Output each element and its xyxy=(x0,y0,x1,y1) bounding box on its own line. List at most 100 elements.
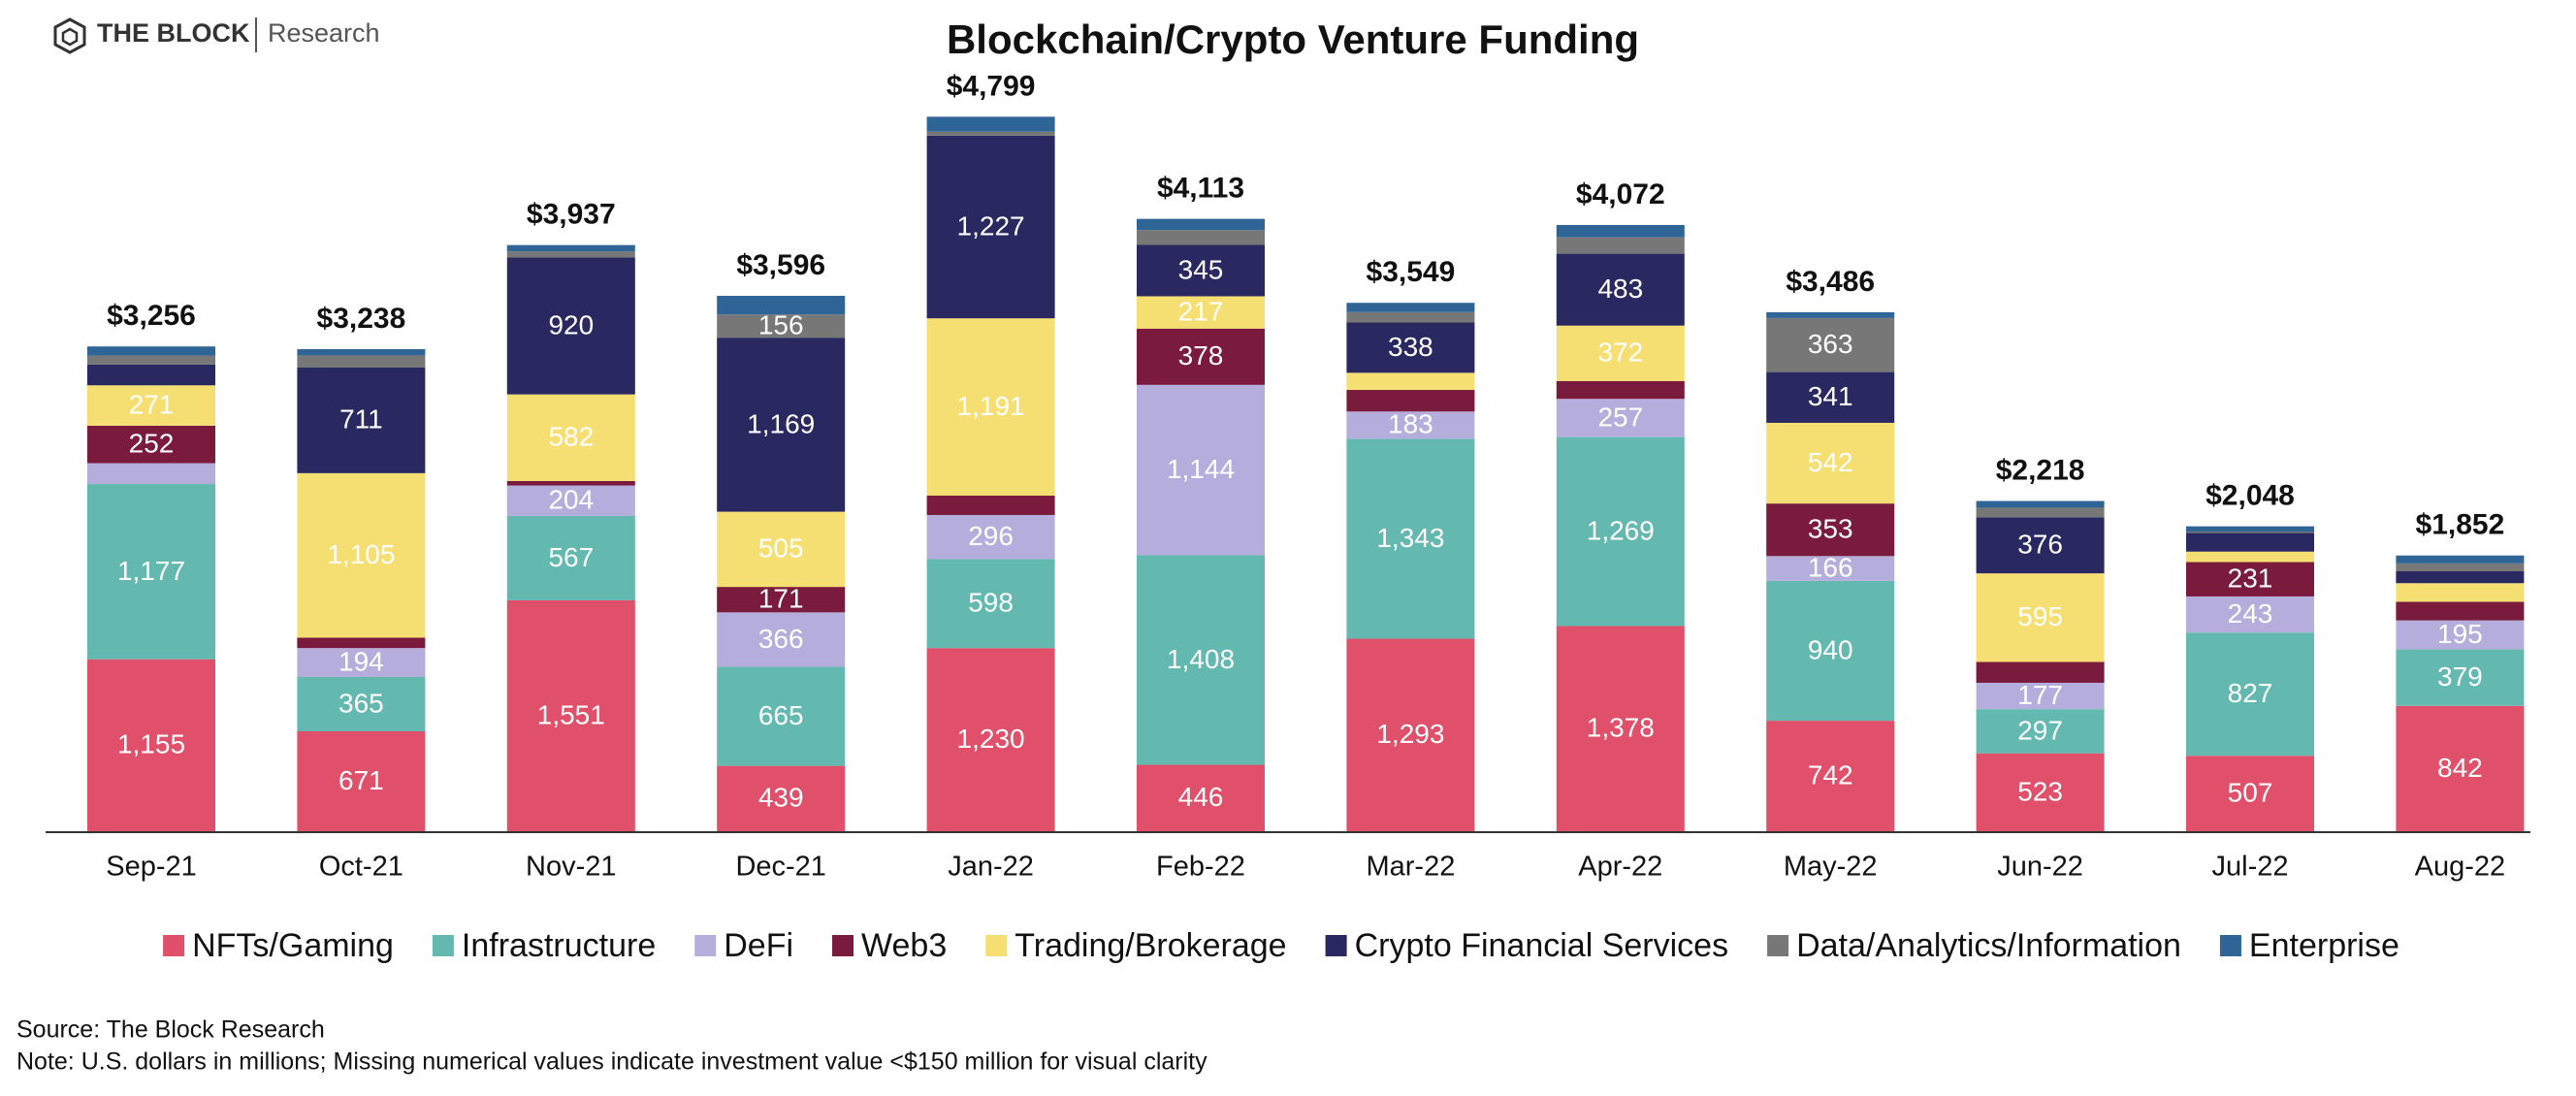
bar-segment xyxy=(297,731,426,831)
source: Source: The Block Research xyxy=(16,1016,325,1044)
bar-segment xyxy=(506,480,635,486)
segment-label: 183 xyxy=(1388,409,1433,439)
segment-label: 671 xyxy=(338,765,384,795)
bar-segment xyxy=(2396,649,2525,706)
bar-segment xyxy=(297,637,426,649)
segment-label: 1,293 xyxy=(1376,719,1444,749)
segment-label: 711 xyxy=(339,404,383,435)
bar-segment xyxy=(1346,303,1475,312)
segment-label: 523 xyxy=(2017,776,2063,806)
bar-segment xyxy=(1976,573,2105,662)
legend-label: Crypto Financial Services xyxy=(1355,927,1728,964)
bar-segment xyxy=(297,367,426,473)
segment-label: 341 xyxy=(1808,381,1853,411)
bar-segment xyxy=(87,484,215,660)
bar-segment xyxy=(1137,296,1265,329)
segment-label: 271 xyxy=(129,389,175,419)
bar-segment xyxy=(1976,507,2105,518)
legend-swatch xyxy=(2219,935,2241,956)
segment-label: 257 xyxy=(1597,402,1643,432)
chart-title: Blockchain/Crypto Venture Funding xyxy=(947,16,1639,62)
legend: NFTs/Gaming Infrastructure DeFi Web3 Trading… xyxy=(163,927,2399,964)
x-tick-label: Aug-22 xyxy=(2415,852,2506,883)
bar-segment xyxy=(1766,422,1895,504)
segment-label: 1,343 xyxy=(1376,523,1444,553)
brand-sub: Research xyxy=(268,18,380,48)
bar-segment xyxy=(1137,244,1265,297)
bar-segment xyxy=(1766,317,1895,372)
bar-segment xyxy=(2186,551,2314,563)
logo: THE BLOCK Research xyxy=(53,17,380,54)
bar-segment xyxy=(1766,556,1895,581)
bar-segment xyxy=(506,485,635,516)
bar-segment xyxy=(717,765,846,831)
bar-segment xyxy=(1556,626,1685,831)
bar-segment xyxy=(2186,596,2314,633)
bar-segment xyxy=(87,385,215,426)
bar-segment xyxy=(1976,682,2105,710)
segment-label: 296 xyxy=(968,521,1014,551)
total-label: $3,549 xyxy=(1367,256,1456,288)
segment-label: 171 xyxy=(758,584,804,614)
segment-label: 1,230 xyxy=(957,724,1025,754)
bar-segment xyxy=(506,257,635,395)
segment-label: 204 xyxy=(548,485,594,515)
bar-segment xyxy=(506,394,635,481)
segment-label: 363 xyxy=(1808,329,1853,359)
logo-icon xyxy=(53,17,86,54)
bar-segment xyxy=(297,648,426,677)
total-label: $3,486 xyxy=(1786,266,1875,298)
legend-label: DeFi xyxy=(724,927,793,964)
total-label: $4,072 xyxy=(1576,178,1665,210)
segment-label: 1,177 xyxy=(117,556,185,586)
segment-label: 166 xyxy=(1808,552,1853,582)
bar-segment xyxy=(2186,526,2314,532)
legend-label: Infrastructure xyxy=(462,927,656,964)
bar-segment xyxy=(297,472,426,638)
segment-label: 231 xyxy=(2228,564,2273,594)
legend-swatch xyxy=(1325,935,1347,956)
segment-label: 353 xyxy=(1808,514,1853,544)
bar-segment xyxy=(1346,390,1475,412)
bar-segment xyxy=(1976,753,2105,831)
bar-segment xyxy=(1137,555,1265,765)
segment-label: 365 xyxy=(338,688,384,718)
legend-label: Data/Analytics/Information xyxy=(1796,927,2181,964)
segment-label: 827 xyxy=(2228,678,2273,708)
segment-label: 297 xyxy=(2017,715,2063,745)
total-label: $4,799 xyxy=(947,70,1036,102)
bar-segment xyxy=(1976,709,2105,754)
legend-swatch xyxy=(832,935,854,956)
segment-label: 194 xyxy=(338,646,384,676)
bar-segment xyxy=(1346,311,1475,323)
bar-segment xyxy=(297,348,426,356)
bar-segment xyxy=(1766,580,1895,722)
bar-segment xyxy=(1137,230,1265,245)
segment-label: 366 xyxy=(758,624,804,654)
bar-segment xyxy=(2396,705,2525,831)
bar-segment xyxy=(87,355,215,365)
x-tick-label: Jul-22 xyxy=(2212,852,2289,883)
bar-segment xyxy=(2186,532,2314,533)
bar-segment xyxy=(87,463,215,485)
segment-label: 920 xyxy=(548,309,594,339)
legend-swatch xyxy=(432,935,454,956)
bar-segment xyxy=(2186,632,2314,757)
segment-label: 505 xyxy=(758,533,804,564)
segment-label: 1,105 xyxy=(327,539,395,569)
segment-label: 582 xyxy=(548,422,594,452)
bar-segment xyxy=(2396,601,2525,621)
bar-segment xyxy=(1137,218,1265,231)
bar-segment xyxy=(926,318,1055,497)
x-tick-label: Nov-21 xyxy=(526,852,617,883)
bar-segment xyxy=(717,338,846,512)
bar-segment xyxy=(926,131,1055,136)
bar-segment xyxy=(717,511,846,588)
segment-label: 1,408 xyxy=(1167,644,1235,674)
segment-label: 252 xyxy=(129,429,175,459)
bar-segment xyxy=(297,676,426,732)
segment-label: 1,144 xyxy=(1167,454,1235,484)
bar-segment xyxy=(1346,372,1475,391)
total-label: $2,218 xyxy=(1996,454,2085,486)
